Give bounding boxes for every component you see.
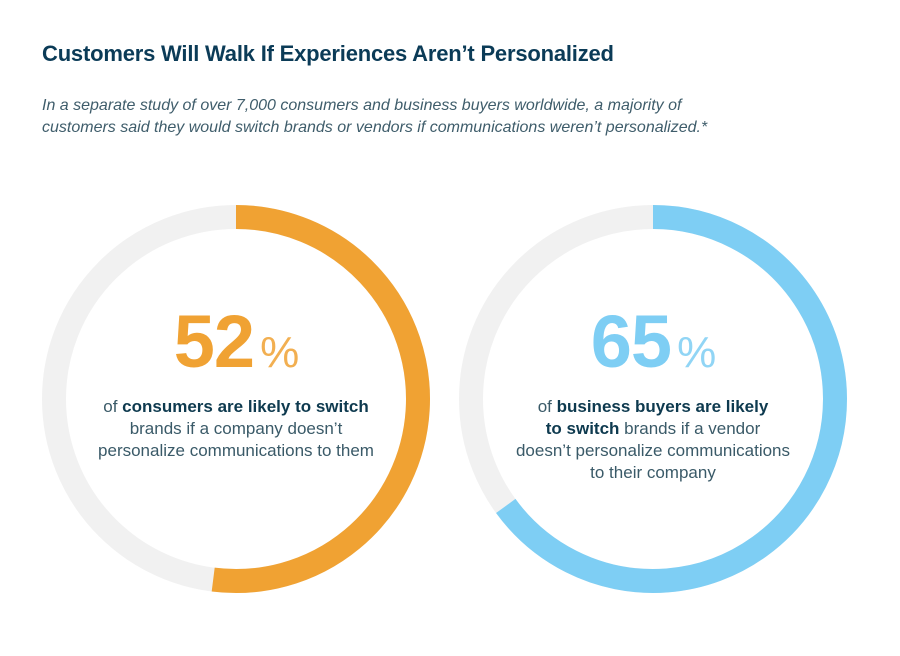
description-line: of business buyers are likely <box>483 396 823 418</box>
consumers-donut <box>42 205 430 593</box>
subtitle-line: customers said they would switch brands … <box>42 119 708 136</box>
percent-sign: % <box>677 328 716 377</box>
consumers-description: of consumers are likely to switch brands … <box>66 396 406 462</box>
business-buyers-description: of business buyers are likely to switch b… <box>483 396 823 484</box>
description-line: of consumers are likely to switch <box>66 396 406 418</box>
page-title: Customers Will Walk If Experiences Aren’… <box>42 41 614 66</box>
description-text: of <box>103 397 123 416</box>
business-buyers-value: 65% <box>483 305 823 390</box>
description-text: brands if a company doesn’t <box>129 419 343 438</box>
description-line: to switch brands if a vendor <box>483 418 823 440</box>
subtitle-line: In a separate study of over 7,000 consum… <box>42 97 682 114</box>
description-line: doesn’t personalize communications <box>483 440 823 462</box>
description-line: to their company <box>483 462 823 484</box>
donut-value-arc <box>496 205 847 593</box>
description-text: of <box>537 397 557 416</box>
description-emphasis: business buyers are likely <box>556 397 769 416</box>
business-buyers-stat: 65% of business buyers are likely to swit… <box>483 305 823 484</box>
description-text: brands if a vendor <box>619 419 761 438</box>
percent-sign: % <box>260 328 299 377</box>
description-line: personalize communications to them <box>66 440 406 462</box>
description-text: doesn’t personalize communications <box>515 441 791 460</box>
consumers-value: 52% <box>66 305 406 390</box>
description-line: brands if a company doesn’t <box>66 418 406 440</box>
description-emphasis: to switch <box>545 419 620 438</box>
consumers-stat: 52% of consumers are likely to switch bra… <box>66 305 406 462</box>
description-text: personalize communications to them <box>98 441 374 460</box>
description-emphasis: consumers are likely to switch <box>122 397 369 416</box>
value-number: 65 <box>590 300 672 383</box>
value-number: 52 <box>173 300 255 383</box>
business-buyers-donut <box>459 205 847 593</box>
donut-value-arc <box>211 205 430 593</box>
description-text: to their company <box>590 463 716 482</box>
subtitle: In a separate study of over 7,000 consum… <box>42 95 802 139</box>
